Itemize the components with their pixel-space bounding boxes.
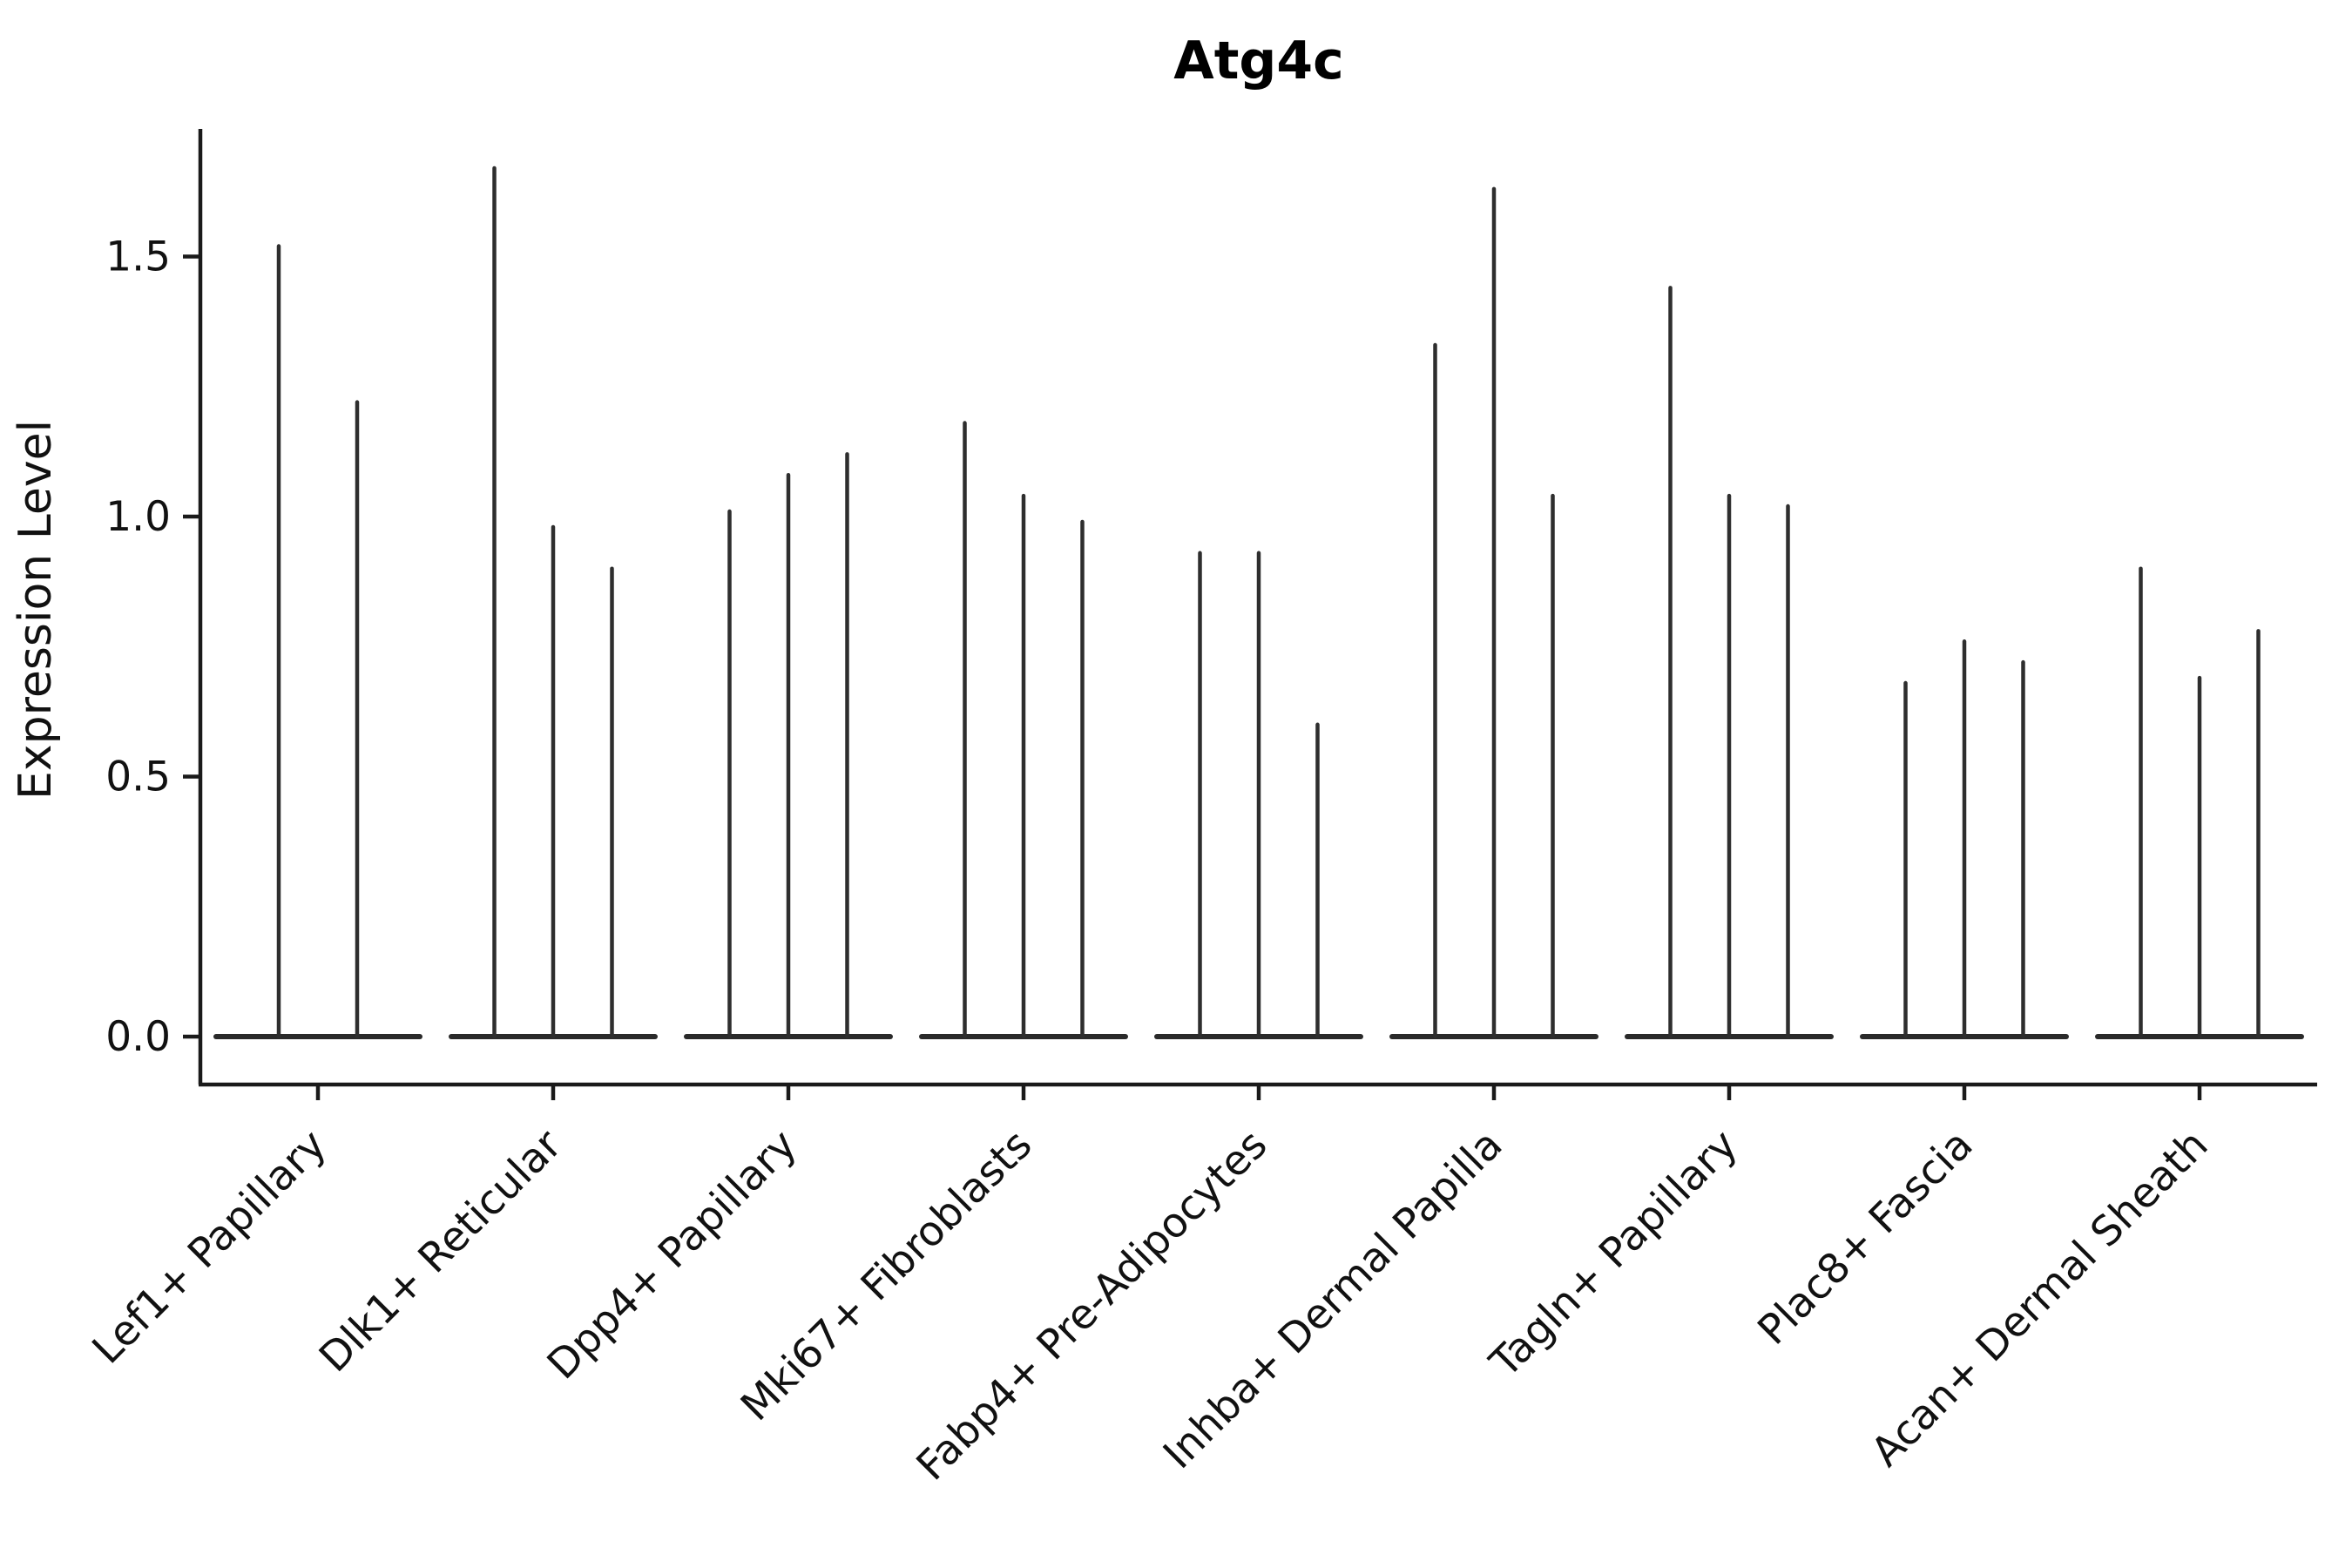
y-tick-label: 0.5 bbox=[105, 754, 171, 801]
x-tick-label: Dlk1+ Reticular bbox=[310, 1120, 571, 1382]
y-axis-label: Expression Level bbox=[10, 420, 62, 800]
violins bbox=[213, 166, 2304, 1039]
y-tick-label: 0.0 bbox=[105, 1013, 171, 1061]
chart-title: Atg4c bbox=[1173, 30, 1343, 91]
axes: 0.0 0.5 1.0 1.5 bbox=[105, 129, 2317, 1100]
x-tick-label: Tagln+ Papillary bbox=[1481, 1121, 1747, 1388]
x-tick-label: Dpp4+ Papillary bbox=[538, 1121, 807, 1389]
y-tick-label: 1.5 bbox=[105, 233, 171, 281]
x-tick-label: Plac8+ Fascia bbox=[1749, 1121, 1983, 1355]
x-tick-label: Lef1+ Papillary bbox=[84, 1121, 336, 1374]
y-tick-label: 1.0 bbox=[105, 493, 171, 541]
